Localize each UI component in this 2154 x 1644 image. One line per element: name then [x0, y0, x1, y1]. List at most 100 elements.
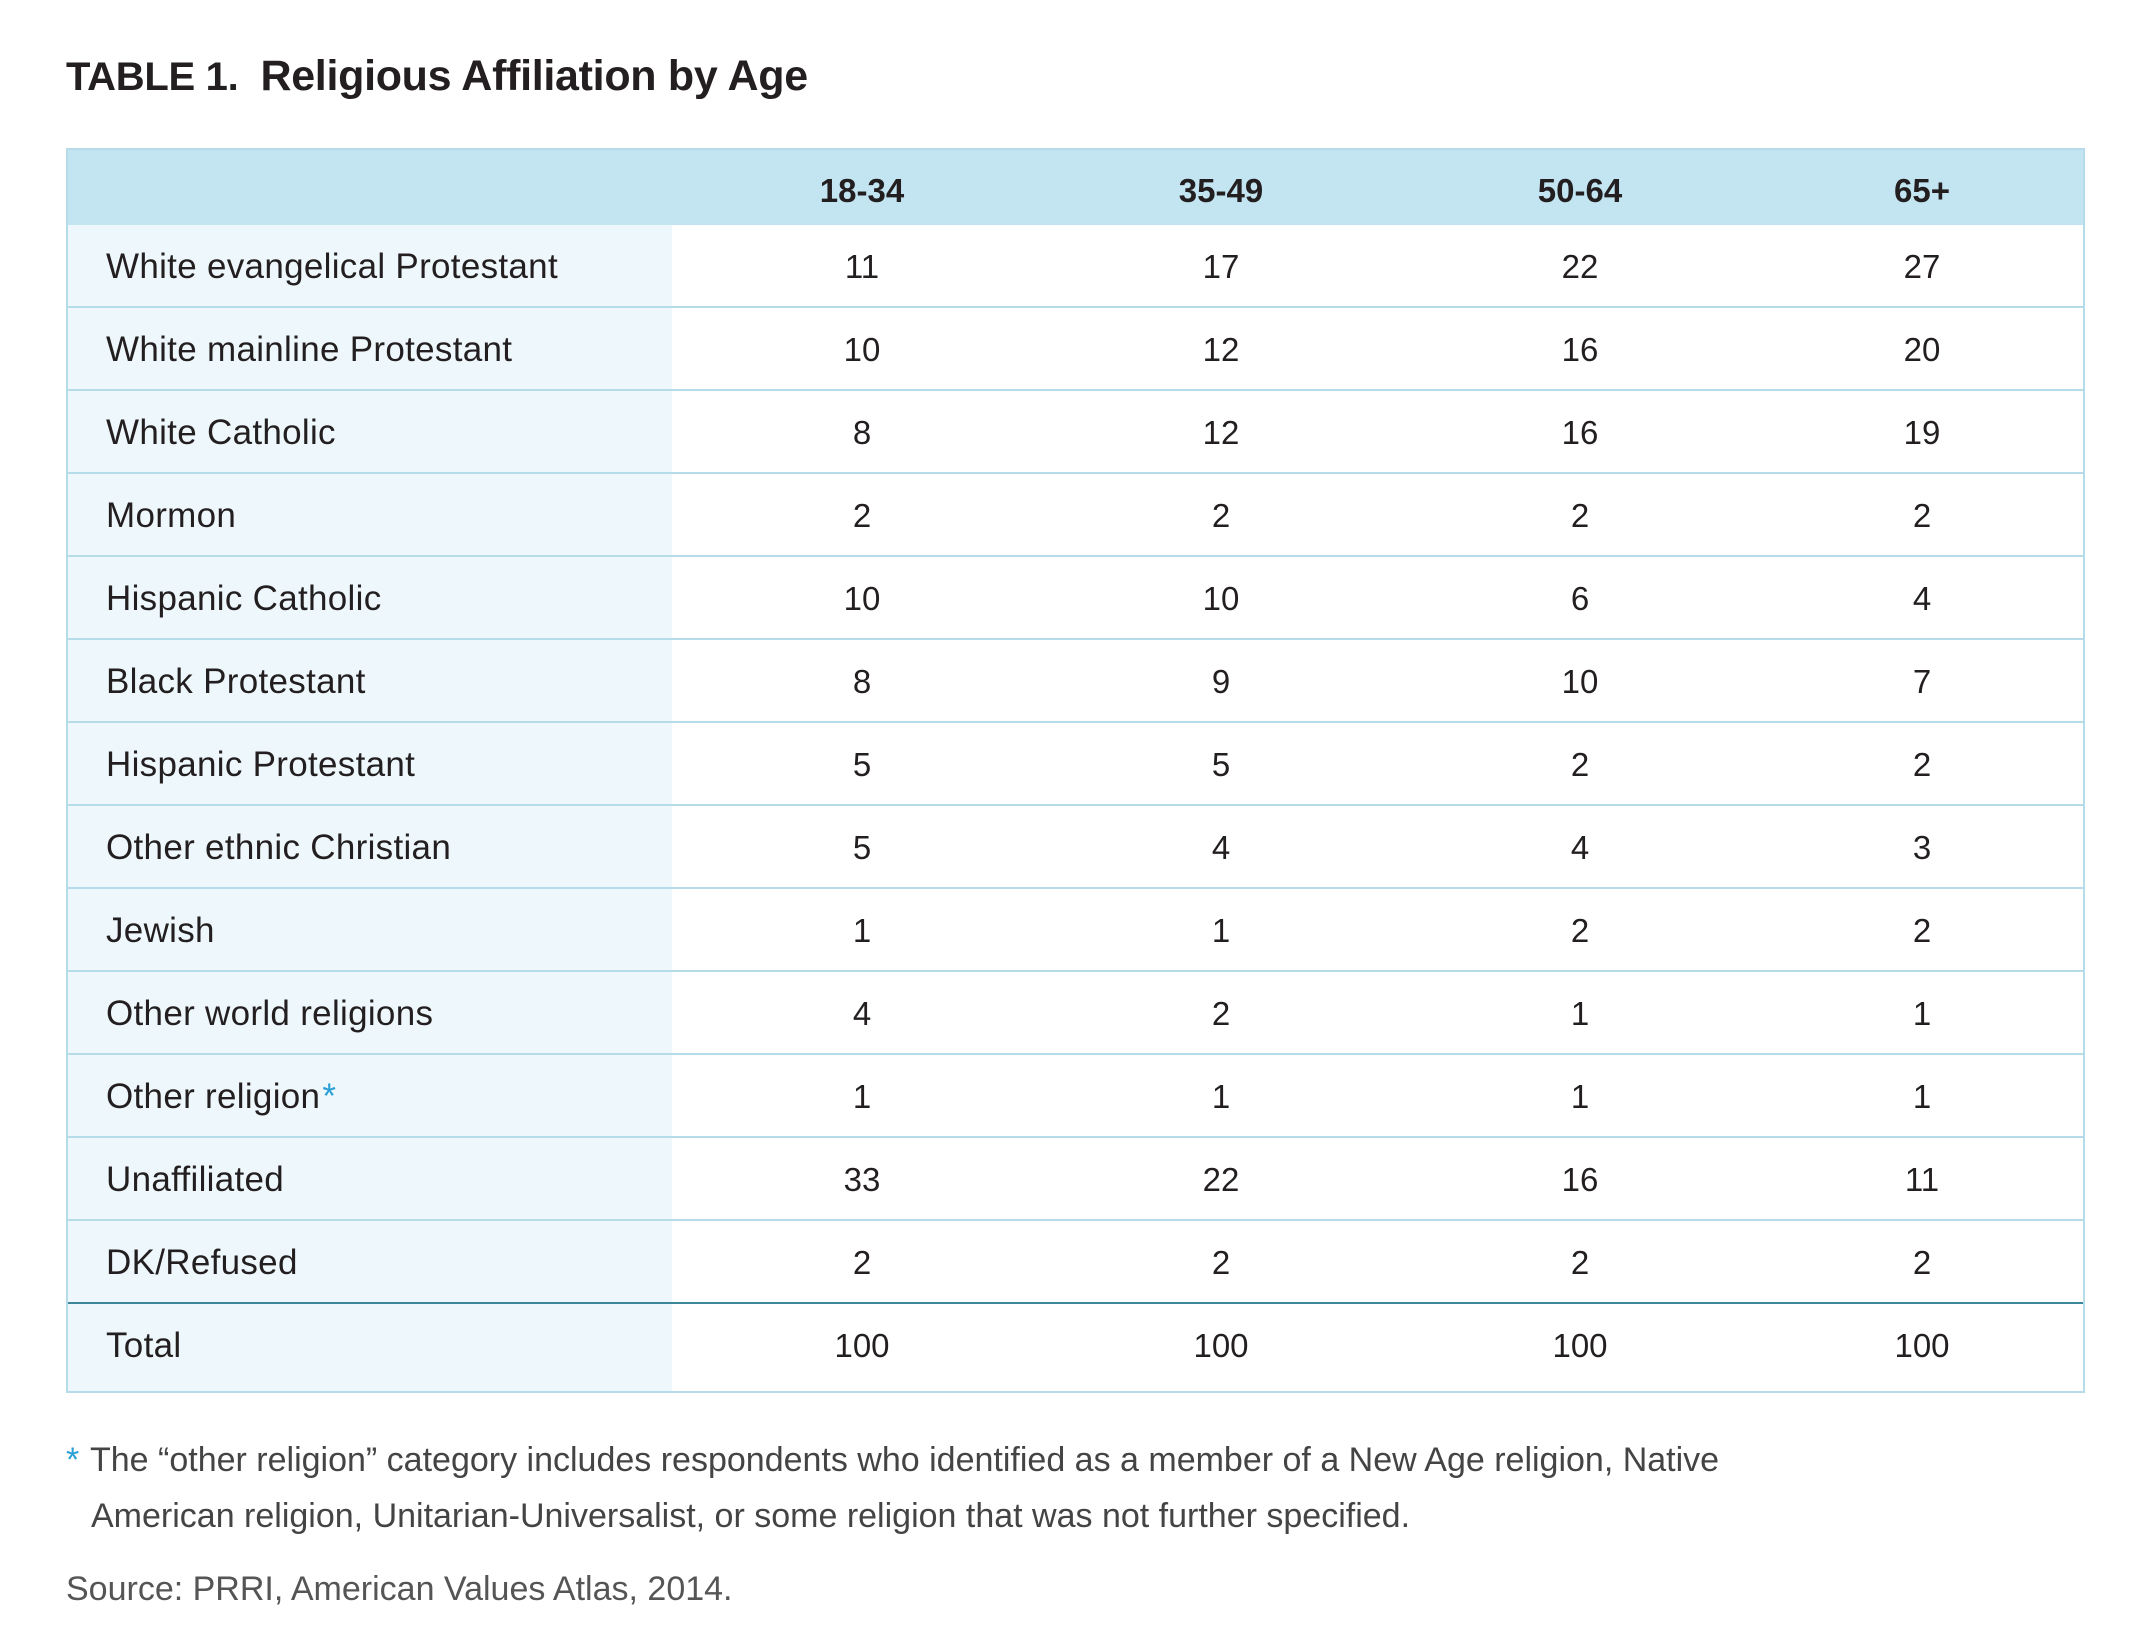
footnote: * The “other religion” category includes … [66, 1432, 2086, 1544]
table-cell: 2 [1211, 1244, 1231, 1281]
table-cell: 1 [1912, 995, 1932, 1032]
row-label-text: DK/Refused [106, 1243, 298, 1282]
table-row: Other ethnic Christian 5 4 4 3 [68, 806, 2083, 889]
row-label-text: Total [106, 1326, 182, 1365]
table-cell: 1 [1570, 995, 1590, 1032]
table-cell: 1 [1211, 1078, 1231, 1115]
table-cell: 2 [1912, 497, 1932, 534]
table-cell: 100 [1894, 1327, 1950, 1364]
row-label: DK/Refused [106, 1221, 298, 1304]
row-divider [68, 804, 2083, 806]
table-row: Other world religions 4 2 1 1 [68, 972, 2083, 1055]
table-cell: 11 [1904, 1161, 1940, 1198]
table-cell: 2 [852, 497, 872, 534]
row-label: White Catholic [106, 391, 336, 474]
table-cell: 2 [1570, 1244, 1590, 1281]
row-label: Total [106, 1304, 181, 1387]
footnote-reference-marker: * [322, 1077, 337, 1116]
table-cell: 22 [1202, 1161, 1240, 1198]
table-cell: 10 [1202, 580, 1240, 617]
table-row: Hispanic Catholic 10 10 6 4 [68, 557, 2083, 640]
table-title: TABLE 1. Religious Affiliation by Age [66, 52, 808, 101]
table-cell: 100 [834, 1327, 890, 1364]
row-label-text: Black Protestant [106, 662, 366, 701]
table-row: Unaffiliated 33 22 16 11 [68, 1138, 2083, 1221]
table-cell: 16 [1561, 1161, 1599, 1198]
table-cell: 12 [1202, 414, 1240, 451]
column-header: 50-64 [1537, 172, 1623, 209]
table-cell: 1 [852, 912, 872, 949]
table-cell: 2 [1570, 497, 1590, 534]
table-cell: 1 [1211, 912, 1231, 949]
table-cell: 5 [1211, 746, 1231, 783]
table-row: Other religion* 1 1 1 1 [68, 1055, 2083, 1138]
table-row: White evangelical Protestant 11 17 22 27 [68, 225, 2083, 308]
table-cell: 100 [1193, 1327, 1249, 1364]
table-cell: 3 [1912, 829, 1932, 866]
table-cell: 2 [1570, 912, 1590, 949]
row-label-text: Hispanic Catholic [106, 579, 382, 618]
row-label-text: Unaffiliated [106, 1160, 285, 1199]
table-title-text: Religious Affiliation by Age [260, 52, 808, 100]
row-label: Jewish [106, 889, 215, 972]
row-divider [68, 638, 2083, 640]
table-cell: 33 [843, 1161, 881, 1198]
table-row: White Catholic 8 12 16 19 [68, 391, 2083, 474]
table-cell: 10 [843, 580, 881, 617]
table-cell: 2 [852, 1244, 872, 1281]
row-label-text: Other world religions [106, 994, 434, 1033]
data-table: 18-34 35-49 50-64 65+ White evangelical Prot… [66, 148, 2085, 1393]
table-cell: 100 [1552, 1327, 1608, 1364]
table-row: Hispanic Protestant 5 5 2 2 [68, 723, 2083, 806]
source-note: Source: PRRI, American Values Atlas, 201… [66, 1570, 733, 1608]
table-cell: 8 [852, 414, 872, 451]
row-label: White evangelical Protestant [106, 225, 558, 308]
row-label: Other religion* [106, 1055, 336, 1138]
table-cell: 1 [1912, 1078, 1932, 1115]
row-label: Unaffiliated [106, 1138, 284, 1221]
footnote-marker: * [66, 1441, 80, 1479]
column-header: 18-34 [819, 172, 905, 209]
row-label-text: Other religion [106, 1077, 321, 1116]
table-cell: 1 [852, 1078, 872, 1115]
row-label: Other ethnic Christian [106, 806, 451, 889]
row-label: Black Protestant [106, 640, 366, 723]
table-cell: 22 [1561, 248, 1599, 285]
table-cell: 10 [843, 331, 881, 368]
row-divider [68, 472, 2083, 474]
row-divider [68, 555, 2083, 557]
row-label: Hispanic Protestant [106, 723, 415, 806]
row-label-column-background [68, 225, 672, 1391]
row-divider [68, 306, 2083, 308]
row-divider [68, 970, 2083, 972]
table-cell: 2 [1211, 497, 1231, 534]
row-label: Mormon [106, 474, 236, 557]
row-divider [68, 389, 2083, 391]
row-divider [68, 721, 2083, 723]
table-cell: 17 [1202, 248, 1240, 285]
row-label-text: White mainline Protestant [106, 330, 513, 369]
row-divider [68, 887, 2083, 889]
row-label: White mainline Protestant [106, 308, 512, 391]
table-cell: 19 [1903, 414, 1941, 451]
total-separator-line [68, 1302, 2083, 1304]
table-cell: 2 [1211, 995, 1231, 1032]
table-cell: 16 [1561, 331, 1599, 368]
row-label-text: Other ethnic Christian [106, 828, 452, 867]
table-cell: 4 [1912, 580, 1932, 617]
row-divider [68, 1136, 2083, 1138]
table-cell: 11 [844, 248, 880, 285]
table-row: DK/Refused 2 2 2 2 [68, 1221, 2083, 1304]
table-cell: 10 [1561, 663, 1599, 700]
footnote-line-2: American religion, Unitarian-Universalis… [91, 1497, 1411, 1535]
row-label: Other world religions [106, 972, 433, 1055]
table-cell: 12 [1202, 331, 1240, 368]
table-cell: 2 [1912, 912, 1932, 949]
table-cell: 5 [852, 746, 872, 783]
table-cell: 1 [1570, 1078, 1590, 1115]
table-cell: 5 [852, 829, 872, 866]
row-label-text: Jewish [106, 911, 215, 950]
table-cell: 2 [1570, 746, 1590, 783]
table-cell: 7 [1912, 663, 1932, 700]
footnote-line-1: The “other religion” category includes r… [90, 1441, 1720, 1479]
